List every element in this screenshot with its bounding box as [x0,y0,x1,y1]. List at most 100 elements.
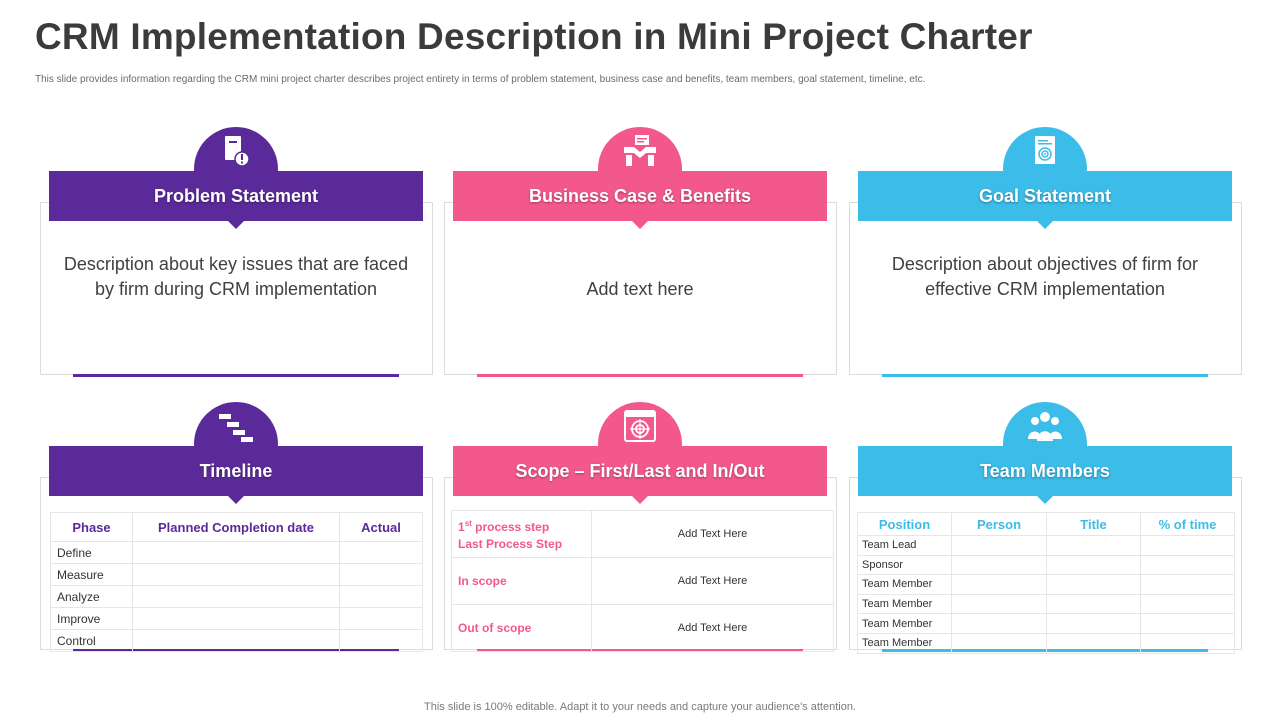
empty-cell[interactable] [339,541,423,564]
banner-pointer [632,221,648,229]
phase-cell: Measure [50,563,133,586]
problem-statement-card: Problem Statement Description about key … [40,127,433,377]
footer-note: This slide is 100% editable. Adapt it to… [424,701,856,713]
document-alert-icon [225,136,250,167]
table-row: In scope Add Text Here [451,557,834,605]
scope-table: 1st process step Last Process Step Add T… [451,510,834,652]
empty-cell[interactable] [132,541,340,564]
card-frame [849,202,1242,375]
card-title: Timeline [49,446,423,496]
empty-cell[interactable] [1140,632,1235,654]
card-description[interactable]: Description about objectives of firm for… [891,254,1199,299]
position-cell: Team Member [857,613,952,634]
empty-cell[interactable] [951,574,1047,595]
empty-cell[interactable] [132,629,340,652]
banner-pointer [1037,221,1053,229]
gantt-chart-icon [219,414,253,442]
empty-cell[interactable] [1046,593,1141,615]
column-header: Planned Completion date [132,512,340,542]
business-case-card: Business Case & Benefits Add text here [444,127,837,377]
empty-cell[interactable] [1140,613,1235,634]
position-cell: Team Member [857,593,952,615]
phase-cell: Define [50,541,133,564]
empty-cell[interactable] [951,613,1047,634]
target-board-icon [624,410,656,442]
phase-cell: Analyze [50,585,133,608]
banner-pointer [632,496,648,504]
column-header: Position [857,512,952,536]
empty-cell[interactable] [951,593,1047,615]
goal-statement-card: Goal Statement Description about objecti… [849,127,1242,377]
empty-cell[interactable] [1046,632,1141,654]
empty-cell[interactable] [1140,593,1235,615]
scope-label-line2: Last Process Step [458,537,563,551]
scope-label: 1st process step Last Process Step [451,510,592,558]
document-target-icon [1035,136,1055,164]
empty-cell[interactable] [1046,554,1141,576]
card-description[interactable]: Add text here [586,279,694,299]
empty-cell[interactable] [132,585,340,608]
card-underline [477,374,803,377]
table-row: Team Member [857,593,1235,615]
people-group-icon [1028,412,1062,441]
column-header: % of time [1140,512,1235,536]
table-row: Control [50,629,423,652]
card-title: Goal Statement [858,171,1232,221]
handshake-document-icon [624,135,656,166]
card-title: Business Case & Benefits [453,171,827,221]
empty-cell[interactable] [132,607,340,630]
banner-pointer [228,496,244,504]
table-row: Measure [50,563,423,586]
empty-cell[interactable] [339,629,423,652]
banner-pointer [1037,496,1053,504]
scope-card: Scope – First/Last and In/Out 1st proces… [444,402,837,652]
card-title: Team Members [858,446,1232,496]
empty-cell[interactable] [1140,574,1235,595]
empty-cell[interactable] [1046,574,1141,595]
timeline-card: Timeline Phase Planned Completion date A… [40,402,433,652]
page-subtitle: This slide provides information regardin… [35,74,926,85]
table-row: Improve [50,607,423,630]
card-underline [73,374,399,377]
table-row: Team Member [857,613,1235,634]
card-title: Problem Statement [49,171,423,221]
position-cell: Team Member [857,632,952,654]
phase-cell: Control [50,629,133,652]
empty-cell[interactable] [951,632,1047,654]
scope-value[interactable]: Add Text Here [591,557,834,605]
empty-cell[interactable] [1046,535,1141,556]
empty-cell[interactable] [1140,535,1235,556]
table-row: Define [50,541,423,564]
table-row: Analyze [50,585,423,608]
position-cell: Team Member [857,574,952,595]
scope-label-text: process step [471,520,550,534]
team-members-card: Team Members Position Person Title % of … [849,402,1242,654]
empty-cell[interactable] [132,563,340,586]
scope-value[interactable]: Add Text Here [591,604,834,652]
scope-label: In scope [451,557,592,605]
column-header: Person [951,512,1047,536]
card-frame [40,202,433,375]
position-cell: Team Lead [857,535,952,556]
scope-value[interactable]: Add Text Here [591,510,834,558]
empty-cell[interactable] [951,554,1047,576]
empty-cell[interactable] [339,563,423,586]
empty-cell[interactable] [339,607,423,630]
card-frame [444,202,837,375]
column-header: Phase [50,512,133,542]
empty-cell[interactable] [1140,554,1235,576]
card-description[interactable]: Description about key issues that are fa… [63,254,409,299]
table-row: Team Lead [857,535,1235,556]
card-title: Scope – First/Last and In/Out [453,446,827,496]
empty-cell[interactable] [339,585,423,608]
column-header: Actual [339,512,423,542]
position-cell: Sponsor [857,554,952,576]
banner-pointer [228,221,244,229]
table-header-row: Phase Planned Completion date Actual [50,512,423,542]
table-row: Team Member [857,632,1235,654]
scope-label-superscript: st [464,519,472,528]
page-title: CRM Implementation Description in Mini P… [35,16,1033,57]
table-row: Team Member [857,574,1235,595]
empty-cell[interactable] [951,535,1047,556]
empty-cell[interactable] [1046,613,1141,634]
